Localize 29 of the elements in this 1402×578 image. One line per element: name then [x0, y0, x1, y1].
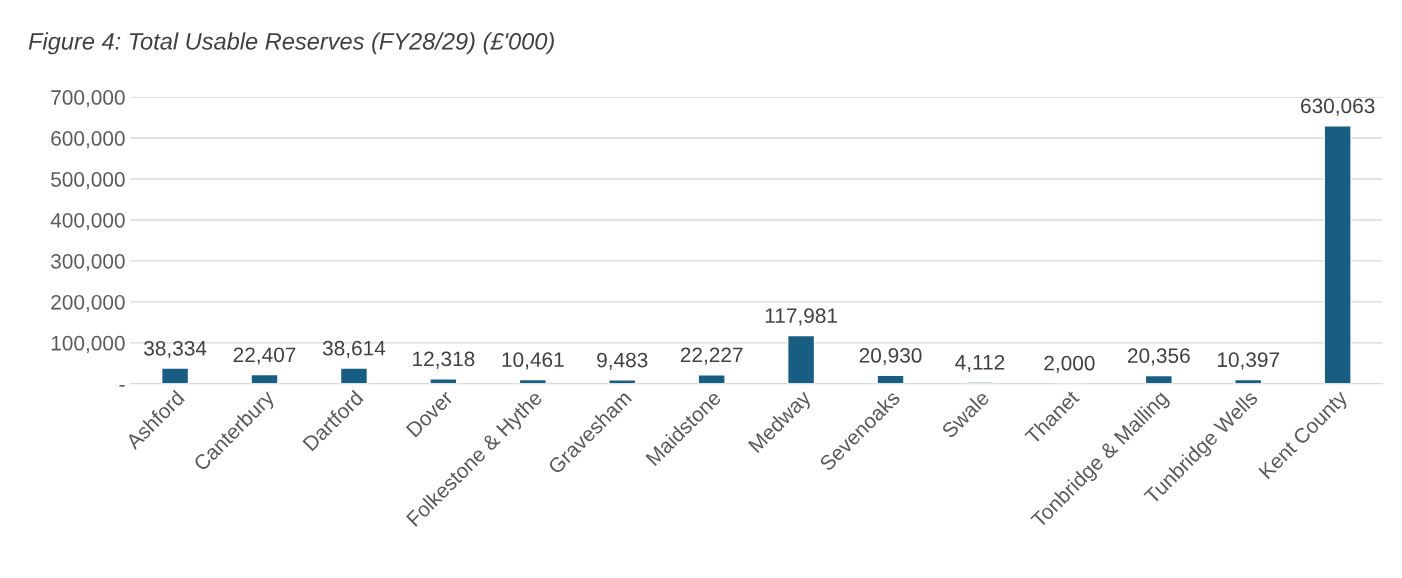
data-label: 630,063 — [1301, 98, 1375, 116]
y-tick-label: - — [119, 384, 125, 387]
bar — [160, 367, 190, 384]
y-tick-label: 200,000 — [51, 294, 125, 313]
data-label: 22,407 — [233, 347, 296, 365]
data-label: 22,227 — [680, 347, 743, 365]
bar — [697, 373, 726, 384]
bar — [1323, 125, 1352, 384]
bar — [339, 367, 369, 384]
data-label: 2,000 — [1044, 355, 1095, 373]
data-label: 9,483 — [597, 352, 648, 370]
y-tick-label: 700,000 — [51, 90, 125, 108]
data-label: 117,981 — [765, 308, 837, 326]
y-tick-label: 400,000 — [50, 212, 125, 231]
data-label: 12,318 — [413, 351, 475, 369]
data-label: 38,334 — [144, 340, 207, 359]
data-label: 38,614 — [322, 340, 386, 358]
data-label: 10,461 — [502, 352, 564, 370]
y-tick-label: 300,000 — [51, 253, 125, 272]
y-tick-label: 100,000 — [51, 335, 125, 354]
y-tick-label: 500,000 — [51, 172, 125, 190]
y-tick-label: 600,000 — [51, 131, 125, 149]
bar — [786, 334, 816, 384]
data-label: 20,930 — [859, 348, 922, 366]
data-label: 4,112 — [955, 354, 1005, 373]
chart-title: Figure 4: Total Usable Reserves (FY28/29) (£'000) — [28, 32, 554, 55]
data-label: 10,397 — [1217, 352, 1280, 370]
bar — [250, 373, 279, 384]
data-label: 20,356 — [1127, 348, 1190, 366]
